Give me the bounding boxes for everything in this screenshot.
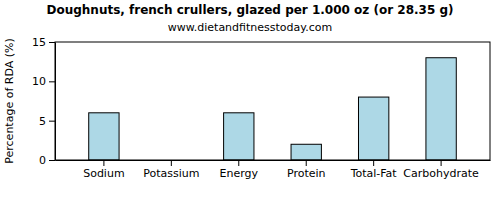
tick-mark	[238, 160, 239, 166]
bar	[89, 113, 119, 160]
subtitle: www.dietandfitnesstoday.com	[168, 21, 332, 34]
tick-mark	[441, 160, 442, 166]
axis-line	[56, 160, 491, 161]
bar	[358, 97, 388, 160]
tick: 15	[32, 36, 55, 49]
tick: Energy	[220, 160, 259, 180]
tick-mark	[49, 160, 55, 161]
tick: 5	[39, 115, 55, 128]
tick-mark	[171, 160, 172, 166]
tick: Protein	[287, 160, 326, 180]
plot-frame	[55, 42, 490, 160]
tick-mark	[306, 160, 307, 166]
bar	[291, 144, 321, 160]
chart: Doughnuts, french crullers, glazed per 1…	[0, 0, 500, 200]
tick: 10	[32, 75, 55, 88]
tick-label: Energy	[220, 167, 259, 180]
title: Doughnuts, french crullers, glazed per 1…	[46, 3, 453, 17]
tick: Total-Fat	[350, 160, 398, 180]
tick-label: 5	[39, 115, 46, 128]
x-axis: Sodium Potassium Energy Protein Total-Fat Car…	[56, 160, 491, 180]
tick-mark	[373, 160, 374, 166]
bars	[89, 58, 457, 160]
tick-mark	[49, 42, 55, 43]
axis-title: Percentage of RDA (%)	[3, 38, 16, 163]
axis-line	[55, 43, 56, 161]
tick-label: Sodium	[83, 167, 124, 180]
tick-label: Potassium	[143, 167, 199, 180]
tick-mark	[49, 81, 55, 82]
tick-label: 0	[39, 154, 46, 167]
bar	[426, 58, 456, 160]
tick-label: 10	[32, 75, 46, 88]
tick-mark	[103, 160, 104, 166]
tick: Sodium	[83, 160, 124, 180]
tick-label: Protein	[287, 167, 326, 180]
tick: Potassium	[143, 160, 199, 180]
tick-label: Carbohydrate	[403, 167, 479, 180]
bar	[224, 113, 254, 160]
tick-label: 15	[32, 36, 46, 49]
tick: 0	[39, 154, 55, 167]
tick-mark	[49, 121, 55, 122]
y-axis: 0 5 10 15	[32, 36, 56, 167]
tick: Carbohydrate	[403, 160, 479, 180]
tick-label: Total-Fat	[350, 167, 398, 180]
